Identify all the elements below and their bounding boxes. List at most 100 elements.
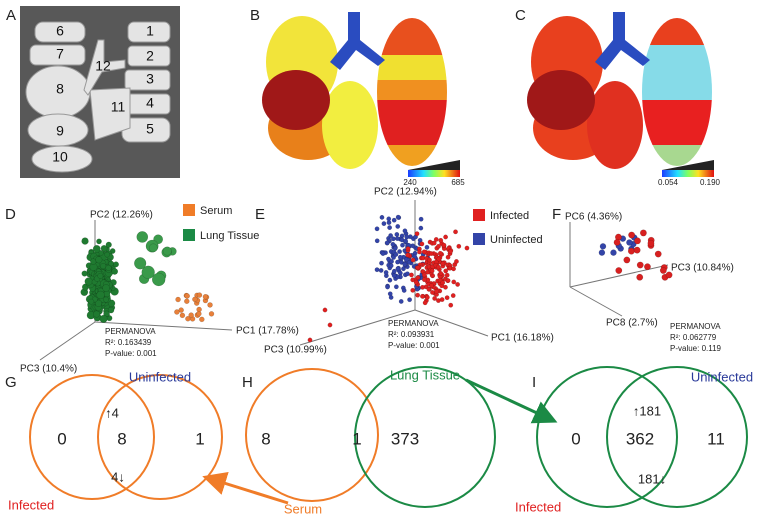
point bbox=[444, 272, 450, 278]
point bbox=[429, 290, 435, 295]
point bbox=[387, 277, 393, 283]
point bbox=[428, 251, 434, 256]
point bbox=[445, 278, 451, 284]
venn-count: 362 bbox=[626, 429, 654, 448]
stats: PERMANOVA bbox=[105, 327, 156, 336]
venn-count: 1 bbox=[195, 429, 204, 448]
legend-swatch bbox=[183, 204, 195, 216]
lobe-label: 12 bbox=[95, 58, 111, 74]
point bbox=[394, 236, 400, 241]
point bbox=[105, 241, 112, 248]
set-label: Infected bbox=[8, 497, 54, 512]
point bbox=[417, 249, 422, 255]
axis-label: PC1 (17.78%) bbox=[236, 326, 299, 337]
point bbox=[418, 225, 424, 231]
point bbox=[450, 293, 456, 298]
venn-count: ↑4 bbox=[105, 405, 119, 420]
venn-count: 373 bbox=[391, 429, 419, 448]
panel-label: D bbox=[5, 206, 16, 223]
point bbox=[419, 293, 425, 299]
point bbox=[111, 268, 119, 275]
point bbox=[384, 240, 390, 246]
venn-circle bbox=[606, 366, 748, 508]
point bbox=[422, 300, 428, 306]
point bbox=[395, 214, 401, 220]
point bbox=[439, 297, 445, 303]
point bbox=[415, 275, 421, 281]
point bbox=[202, 293, 209, 300]
legend-label: Lung Tissue bbox=[200, 230, 259, 242]
venn-count: 0 bbox=[57, 429, 66, 448]
point bbox=[402, 228, 408, 234]
point bbox=[107, 306, 115, 314]
point bbox=[418, 216, 424, 222]
venn-circle bbox=[29, 374, 155, 500]
point bbox=[393, 284, 399, 290]
stats: P-value: 0.001 bbox=[105, 349, 157, 358]
point bbox=[410, 257, 416, 263]
point bbox=[103, 296, 110, 303]
point bbox=[105, 264, 112, 271]
arrow bbox=[465, 378, 558, 424]
point bbox=[407, 297, 413, 303]
point bbox=[615, 267, 623, 274]
scale-label: 0.054 bbox=[658, 178, 679, 187]
point bbox=[390, 241, 396, 247]
lobe-label: 1 bbox=[146, 23, 154, 39]
venn-circle bbox=[354, 366, 496, 508]
point bbox=[424, 244, 430, 250]
venn-count: 8 bbox=[117, 429, 126, 448]
point bbox=[639, 229, 647, 237]
point bbox=[381, 221, 387, 227]
panel-label: E bbox=[255, 206, 265, 223]
point bbox=[379, 214, 385, 220]
panel-label: B bbox=[250, 7, 260, 24]
point bbox=[599, 243, 607, 250]
point bbox=[141, 265, 155, 279]
point bbox=[421, 272, 427, 278]
axis-label: PC3 (10.84%) bbox=[671, 263, 734, 274]
axis-label: PC8 (2.7%) bbox=[606, 318, 658, 329]
panel-label: A bbox=[6, 7, 16, 24]
venn-circle bbox=[97, 374, 223, 500]
venn-circle bbox=[536, 366, 678, 508]
point bbox=[387, 225, 393, 231]
point bbox=[96, 290, 105, 300]
point bbox=[444, 295, 450, 301]
legend-swatch bbox=[473, 233, 485, 245]
point bbox=[448, 302, 454, 308]
point bbox=[380, 251, 386, 257]
point bbox=[636, 273, 644, 281]
pca-axes bbox=[569, 222, 669, 317]
point bbox=[405, 252, 411, 258]
point bbox=[395, 266, 401, 272]
point bbox=[654, 250, 662, 258]
lobe-label: 7 bbox=[56, 46, 64, 62]
point bbox=[415, 292, 421, 298]
panel-label: F bbox=[552, 206, 561, 223]
point bbox=[424, 294, 430, 300]
lobe-shapes bbox=[25, 21, 171, 173]
venn-count: 1 bbox=[352, 429, 361, 448]
point bbox=[410, 277, 416, 283]
point bbox=[392, 245, 398, 251]
point bbox=[92, 244, 101, 253]
point bbox=[179, 312, 186, 319]
legend-label: Uninfected bbox=[490, 234, 543, 246]
point bbox=[453, 229, 458, 235]
point bbox=[398, 299, 404, 304]
point bbox=[451, 279, 457, 285]
scale-label: 685 bbox=[451, 178, 465, 187]
point bbox=[374, 267, 380, 273]
point bbox=[427, 257, 432, 263]
axis-label: PC2 (12.26%) bbox=[90, 210, 153, 221]
axis-label: PC1 (16.18%) bbox=[491, 333, 554, 344]
lobe-label: 5 bbox=[146, 121, 154, 137]
lobe-labels: 1 2 3 4 5 6 7 8 9 10 11 12 bbox=[52, 23, 154, 165]
set-label: Infected bbox=[515, 499, 561, 514]
point bbox=[443, 234, 449, 240]
set-label: Lung Tissue bbox=[390, 367, 460, 382]
point bbox=[413, 279, 419, 285]
panel-label: C bbox=[515, 7, 526, 24]
